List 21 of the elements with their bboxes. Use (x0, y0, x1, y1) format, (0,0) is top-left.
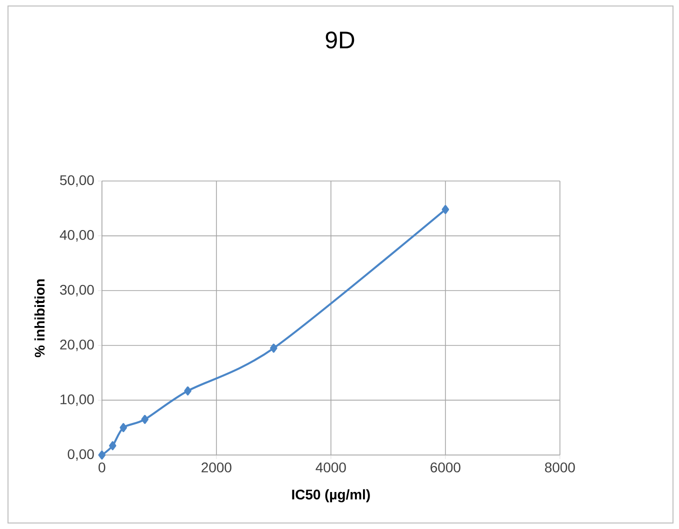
y-tick-label: 40,00 (60, 230, 94, 242)
x-tick-label: 8000 (545, 462, 575, 472)
point (184, 386, 192, 396)
point (442, 205, 450, 214)
x-tick-label: 0 (98, 462, 106, 472)
y-tick-label: 20,00 (60, 340, 94, 352)
y-tick-label: 30,00 (60, 284, 94, 296)
point (270, 344, 278, 353)
chart-title: 9D (326, 32, 354, 48)
point (109, 441, 116, 450)
x-axis-title: IC50 (µg/ml) (292, 489, 370, 502)
point (98, 450, 106, 460)
x-tick-label: 2000 (202, 462, 232, 472)
y-axis-title: % inhibition (34, 279, 45, 358)
y-tick-label: 0,00 (68, 449, 94, 461)
y-tick-label: 10,00 (60, 394, 94, 406)
x-tick-label: 6000 (430, 462, 460, 472)
y-tick-label: 50,00 (60, 175, 94, 187)
point (120, 423, 128, 432)
x-tick-label: 4000 (316, 462, 346, 472)
point (141, 414, 148, 424)
